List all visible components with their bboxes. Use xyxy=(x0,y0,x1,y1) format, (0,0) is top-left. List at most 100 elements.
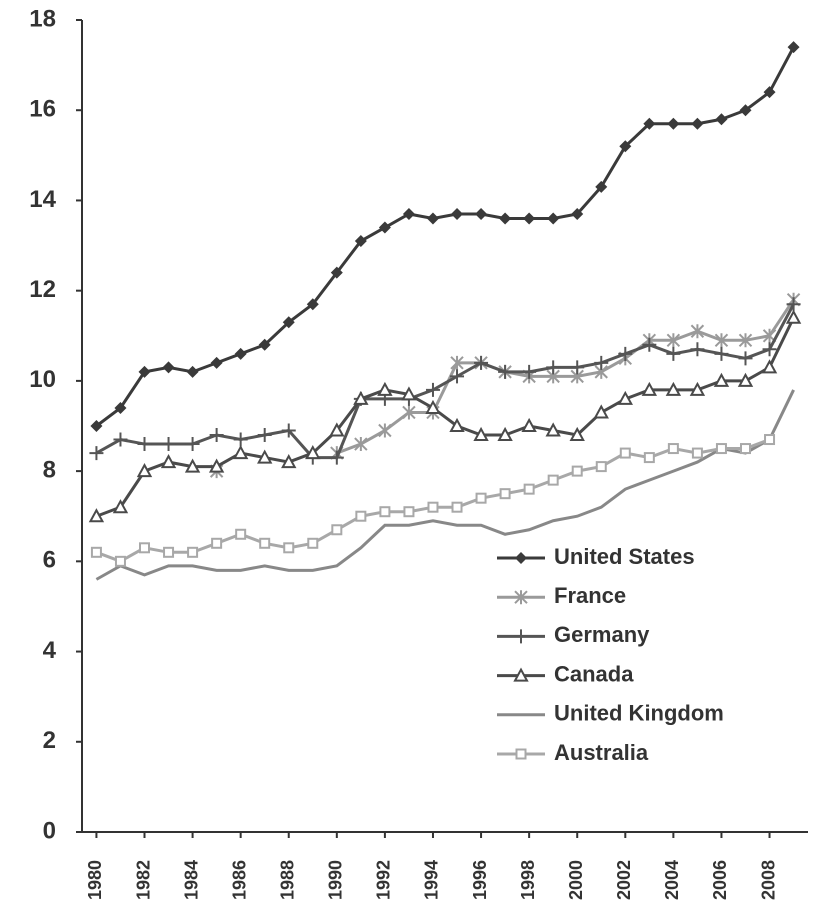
marker-shape xyxy=(425,382,440,397)
marker-shape xyxy=(764,434,776,446)
marker-shape xyxy=(354,235,367,248)
marker xyxy=(112,499,129,514)
marker xyxy=(378,423,392,438)
marker-shape xyxy=(619,447,631,459)
marker-shape xyxy=(281,423,296,438)
marker xyxy=(786,297,801,312)
marker-shape xyxy=(90,546,102,558)
marker-shape xyxy=(402,405,416,420)
marker xyxy=(402,405,416,420)
marker-shape xyxy=(515,748,527,760)
marker-shape xyxy=(667,443,679,455)
marker-shape xyxy=(378,423,392,438)
x-tick-label: 1980 xyxy=(85,860,105,900)
marker-shape xyxy=(354,437,368,452)
marker-shape xyxy=(666,333,681,348)
marker xyxy=(641,381,658,396)
marker-shape xyxy=(474,355,489,370)
marker xyxy=(282,316,295,329)
marker-shape xyxy=(234,347,247,360)
marker xyxy=(306,298,319,311)
marker-shape xyxy=(114,401,127,414)
marker xyxy=(163,546,175,558)
marker xyxy=(665,381,682,396)
marker xyxy=(666,346,681,361)
marker-shape xyxy=(514,629,528,644)
marker xyxy=(474,355,489,370)
y-tick-label: 8 xyxy=(43,456,56,483)
marker-shape xyxy=(571,207,584,220)
marker-shape xyxy=(184,458,201,473)
marker-shape xyxy=(451,207,464,220)
marker xyxy=(667,117,680,130)
marker-shape xyxy=(451,501,463,513)
marker xyxy=(113,432,128,447)
marker-shape xyxy=(449,417,465,432)
marker-shape xyxy=(643,117,656,130)
marker xyxy=(514,629,528,644)
marker xyxy=(643,452,655,464)
marker xyxy=(666,333,681,348)
marker xyxy=(186,365,199,378)
marker xyxy=(619,140,632,153)
marker xyxy=(547,474,559,486)
x-tick-label: 2000 xyxy=(566,860,586,900)
legend-label: France xyxy=(554,583,626,608)
marker-shape xyxy=(498,364,513,379)
marker xyxy=(354,235,367,248)
marker-shape xyxy=(259,537,271,549)
marker xyxy=(714,346,729,361)
marker-shape xyxy=(513,667,529,682)
marker xyxy=(667,443,679,455)
marker-shape xyxy=(89,446,104,461)
x-tick-label: 2008 xyxy=(758,860,778,900)
marker xyxy=(307,537,319,549)
marker xyxy=(473,426,489,442)
marker-shape xyxy=(594,355,609,370)
marker xyxy=(354,437,368,452)
marker xyxy=(90,420,103,432)
marker-shape xyxy=(114,555,126,567)
y-tick-label: 16 xyxy=(29,96,56,123)
marker xyxy=(353,390,369,405)
marker-shape xyxy=(402,207,415,220)
marker xyxy=(451,501,463,513)
series-line xyxy=(95,389,795,581)
marker-shape xyxy=(427,501,439,513)
marker-shape xyxy=(425,399,441,414)
marker xyxy=(764,434,776,446)
marker-shape xyxy=(306,298,319,311)
marker-shape xyxy=(403,506,415,518)
marker xyxy=(642,337,657,352)
marker xyxy=(234,347,247,360)
marker-shape xyxy=(136,463,153,478)
marker xyxy=(233,432,248,447)
marker-shape xyxy=(737,372,754,387)
marker-shape xyxy=(233,432,248,447)
x-tick-label: 1986 xyxy=(229,860,249,900)
marker xyxy=(187,546,199,558)
marker xyxy=(762,342,777,357)
marker-shape xyxy=(689,381,706,396)
marker-shape xyxy=(258,338,271,351)
marker xyxy=(713,372,730,387)
marker-shape xyxy=(641,381,658,396)
marker-shape xyxy=(739,443,751,455)
marker-shape xyxy=(475,207,488,220)
y-tick-label: 14 xyxy=(29,186,56,213)
marker xyxy=(427,501,439,513)
marker-shape xyxy=(738,351,753,366)
marker-shape xyxy=(211,537,223,549)
marker-shape xyxy=(762,342,777,357)
marker-shape xyxy=(666,346,681,361)
marker-shape xyxy=(691,447,703,459)
marker xyxy=(138,365,151,378)
marker xyxy=(761,359,778,374)
y-tick-label: 2 xyxy=(43,727,56,754)
marker xyxy=(515,748,527,760)
marker xyxy=(738,351,753,366)
marker-shape xyxy=(283,542,295,554)
marker-shape xyxy=(160,454,177,469)
x-tick-label: 1992 xyxy=(374,860,394,900)
